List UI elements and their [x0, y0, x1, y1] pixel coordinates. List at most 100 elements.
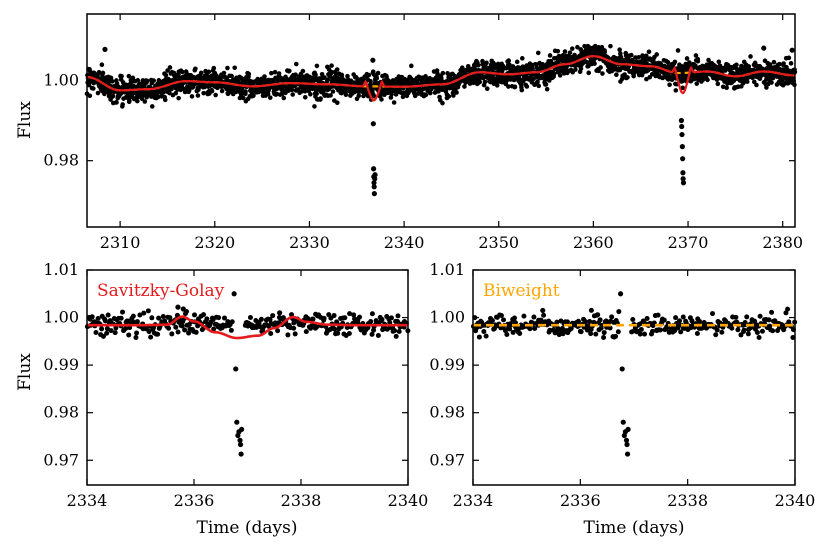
- flux-point: [329, 63, 334, 68]
- flux-point: [785, 306, 791, 312]
- flux-point: [790, 335, 796, 341]
- flux-point: [617, 47, 622, 52]
- flux-point: [126, 332, 132, 338]
- flux-point: [672, 59, 678, 65]
- flux-point: [655, 312, 661, 318]
- flux-point: [562, 49, 568, 54]
- flux-point: [675, 48, 681, 53]
- flux-point: [291, 325, 297, 331]
- flux-point: [321, 315, 327, 321]
- y-tick-label: 0.98: [43, 403, 79, 422]
- flux-point: [166, 325, 172, 331]
- transit-point: [371, 184, 377, 190]
- flux-point: [510, 329, 516, 335]
- flux-point: [575, 318, 581, 324]
- flux-point: [560, 331, 566, 337]
- flux-point: [484, 86, 490, 91]
- outlier-point: [761, 45, 767, 51]
- flux-point: [625, 75, 630, 80]
- flux-point: [689, 318, 695, 324]
- flux-point: [180, 69, 185, 75]
- flux-point: [744, 79, 750, 84]
- transit-point: [237, 441, 244, 448]
- y-tick-label: 1.00: [43, 308, 79, 327]
- flux-point: [767, 62, 773, 67]
- flux-point: [368, 319, 374, 325]
- flux-point: [783, 310, 789, 316]
- transit-point: [623, 437, 630, 443]
- y-tick-label: 1.01: [429, 260, 465, 279]
- flux-point: [630, 316, 636, 322]
- flux-point: [757, 313, 763, 319]
- flux-point: [547, 53, 553, 58]
- flux-point: [600, 71, 605, 76]
- flux-point: [733, 314, 739, 320]
- flux-point: [392, 328, 398, 334]
- flux-point: [308, 91, 313, 97]
- panel-top-frame: [86, 13, 796, 228]
- flux-point: [135, 98, 140, 104]
- flux-point: [342, 315, 348, 321]
- flux-point: [123, 326, 129, 332]
- flux-point: [89, 314, 95, 320]
- flux-point: [536, 83, 542, 89]
- flux-point: [582, 43, 587, 49]
- flux-point: [524, 84, 530, 89]
- flux-point: [786, 319, 792, 325]
- flux-point: [498, 313, 504, 319]
- transit-point: [237, 437, 243, 443]
- panel-top-savgol-line: [86, 55, 796, 102]
- flux-point: [229, 319, 235, 325]
- flux-point: [715, 81, 721, 87]
- flux-point: [388, 315, 394, 321]
- panel-top-ylabel: Flux: [15, 101, 35, 139]
- flux-point: [588, 307, 594, 313]
- flux-point: [657, 327, 663, 333]
- panel-top-ticks: 2310 2320 2330 2340 2350 2360 2370 2380 0.98 1.00: [43, 14, 803, 252]
- x-tick-label: 2340: [388, 491, 429, 510]
- flux-point: [423, 92, 429, 98]
- flux-point: [270, 313, 276, 319]
- flux-point: [527, 326, 533, 332]
- flux-point: [713, 332, 719, 338]
- flux-point: [272, 69, 278, 75]
- flux-point: [334, 100, 340, 105]
- flux-point: [642, 331, 648, 337]
- flux-point: [643, 53, 649, 59]
- flux-point: [173, 90, 179, 96]
- transit-point: [371, 191, 377, 197]
- flux-point: [130, 313, 136, 319]
- flux-point: [578, 66, 584, 71]
- flux-point: [544, 86, 550, 92]
- flux-point: [601, 330, 607, 336]
- flux-point: [587, 319, 593, 325]
- transit-point: [619, 366, 625, 372]
- flux-point: [243, 89, 248, 94]
- flux-point: [578, 329, 584, 335]
- flux-point: [616, 309, 622, 315]
- flux-point: [680, 85, 686, 91]
- panel-br-xlabel: Time (days): [584, 518, 685, 538]
- flux-point: [535, 79, 540, 85]
- panel-bl-frame: [86, 269, 409, 486]
- flux-point: [114, 100, 119, 105]
- flux-point: [615, 329, 621, 335]
- flux-point: [598, 65, 603, 70]
- transit-point: [679, 123, 685, 130]
- flux-point: [678, 329, 684, 335]
- flux-point: [684, 56, 690, 61]
- flux-point: [201, 312, 207, 318]
- flux-point: [673, 88, 679, 93]
- flux-point: [738, 332, 744, 338]
- flux-point: [228, 327, 234, 333]
- y-tick-label: 1.00: [43, 70, 79, 89]
- flux-point: [219, 88, 225, 94]
- x-tick-label: 2334: [453, 491, 494, 510]
- transit-point: [620, 419, 626, 425]
- x-tick-label: 2336: [560, 491, 601, 510]
- flux-point: [636, 55, 642, 60]
- transit-point: [680, 170, 686, 176]
- flux-point: [167, 65, 173, 70]
- flux-point: [541, 312, 547, 318]
